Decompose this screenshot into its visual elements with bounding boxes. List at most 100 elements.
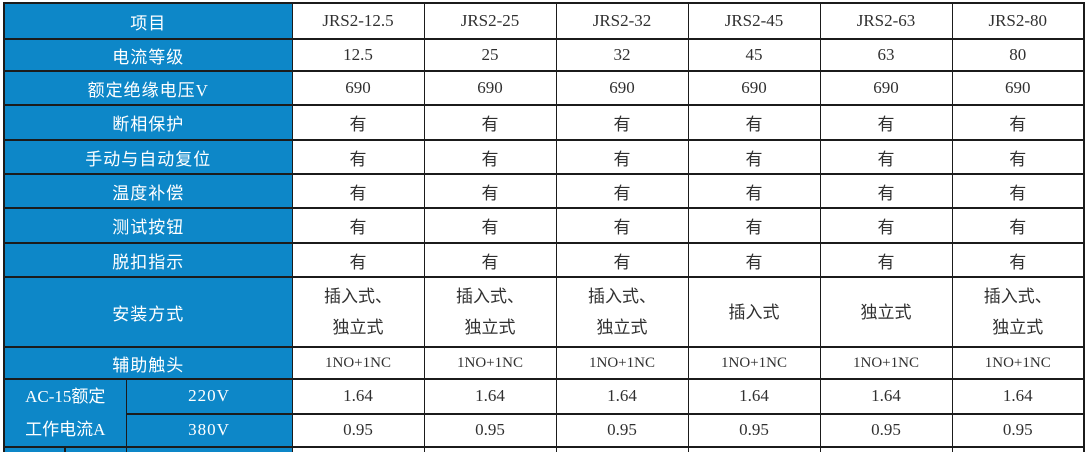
value-cell: 25 — [423, 38, 557, 72]
partial-cell — [819, 446, 953, 452]
col-header-jrs2-12-5: JRS2-12.5 — [291, 2, 425, 40]
value-cell: 有 — [423, 242, 557, 278]
value-cell: 690 — [423, 70, 557, 106]
value-cell: 插入式、 独立式 — [951, 276, 1085, 348]
value-cell: 63 — [819, 38, 953, 72]
value-cell: 插入式、 独立式 — [291, 276, 425, 348]
value-cell: 80 — [951, 38, 1085, 72]
row-manual-auto-reset: 手动与自动复位 有 有 有 有 有 有 — [3, 139, 1085, 175]
header-row: 项目 JRS2-12.5 JRS2-25 JRS2-32 JRS2-45 JRS… — [3, 2, 1085, 40]
value-cell: 有 — [291, 104, 425, 141]
value-cell: 有 — [951, 173, 1085, 209]
value-cell: 690 — [819, 70, 953, 106]
value-cell: 32 — [555, 38, 689, 72]
value-cell: 有 — [687, 242, 821, 278]
value-cell: 1NO+1NC — [687, 346, 821, 380]
row-label-mounting-type: 安装方式 — [3, 276, 293, 348]
value-cell: 1.64 — [555, 378, 689, 415]
row-label-trip-indicator: 脱扣指示 — [3, 242, 293, 278]
partial-cell — [951, 446, 1085, 452]
value-cell: 有 — [687, 207, 821, 244]
row-temperature-compensation: 温度补偿 有 有 有 有 有 有 — [3, 173, 1085, 209]
value-cell: 有 — [555, 173, 689, 209]
col-header-jrs2-25: JRS2-25 — [423, 2, 557, 40]
row-ac15-220v: AC-15额定 工作电流A 220V 1.64 1.64 1.64 1.64 1… — [3, 378, 1085, 448]
value-cell: 有 — [687, 173, 821, 209]
row-label-manual-auto-reset: 手动与自动复位 — [3, 139, 293, 175]
row-label-phase-failure-protection: 断相保护 — [3, 104, 293, 141]
value-cell: 1NO+1NC — [423, 346, 557, 380]
value-cell: 插入式、 独立式 — [423, 276, 557, 348]
value-cell: 有 — [423, 104, 557, 141]
value-cell: 有 — [555, 104, 689, 141]
partial-cell — [423, 446, 557, 452]
value-cell: 有 — [687, 139, 821, 175]
value-cell: 有 — [819, 104, 953, 141]
value-cell: 1NO+1NC — [819, 346, 953, 380]
row-label-temperature-compensation: 温度补偿 — [3, 173, 293, 209]
partial-cell — [687, 446, 821, 452]
row-cutoff-partial — [3, 446, 1085, 452]
partial-cell — [125, 446, 293, 452]
value-cell: 0.95 — [951, 412, 1085, 448]
value-cell: 12.5 — [291, 38, 425, 72]
value-cell: 690 — [687, 70, 821, 106]
col-header-jrs2-32: JRS2-32 — [555, 2, 689, 40]
col-header-jrs2-63: JRS2-63 — [819, 2, 953, 40]
row-label-ac15-rated-current: AC-15额定 工作电流A — [3, 378, 127, 448]
value-cell: 1.64 — [423, 378, 557, 415]
row-label-rated-insulation-voltage: 额定绝缘电压V — [3, 70, 293, 106]
value-cell: 有 — [423, 139, 557, 175]
value-cell: 有 — [291, 207, 425, 244]
row-rated-insulation-voltage: 额定绝缘电压V 690 690 690 690 690 690 — [3, 70, 1085, 106]
value-cell: 有 — [423, 207, 557, 244]
value-cell: 有 — [555, 139, 689, 175]
value-cell: 有 — [555, 242, 689, 278]
row-ac15-380v: 380V 0.95 0.95 0.95 0.95 0.95 0.95 — [4, 412, 1085, 448]
row-mounting-type: 安装方式 插入式、 独立式 插入式、 独立式 插入式、 独立式 插入式 独立式 … — [3, 276, 1085, 348]
value-cell: 有 — [291, 173, 425, 209]
value-cell: 45 — [687, 38, 821, 72]
row-phase-failure-protection: 断相保护 有 有 有 有 有 有 — [3, 104, 1085, 141]
partial-cell — [291, 446, 425, 452]
value-cell: 有 — [819, 173, 953, 209]
value-cell: 有 — [951, 104, 1085, 141]
value-cell: 有 — [951, 207, 1085, 244]
row-label-auxiliary-contact: 辅助触头 — [3, 346, 293, 380]
row-label-test-button: 测试按钮 — [3, 207, 293, 244]
value-cell: 有 — [291, 242, 425, 278]
value-cell: 有 — [291, 139, 425, 175]
value-cell: 有 — [951, 139, 1085, 175]
sub-label-220v: 220V — [125, 378, 293, 415]
value-cell: 0.95 — [687, 412, 821, 448]
spec-table: 项目 JRS2-12.5 JRS2-25 JRS2-32 JRS2-45 JRS… — [3, 2, 1085, 452]
partial-cell — [555, 446, 689, 452]
value-cell: 0.95 — [819, 412, 953, 448]
value-cell: 有 — [819, 242, 953, 278]
col-header-jrs2-45: JRS2-45 — [687, 2, 821, 40]
header-item-label: 项目 — [3, 2, 293, 40]
value-cell: 1.64 — [951, 378, 1085, 415]
value-cell: 1.64 — [687, 378, 821, 415]
value-cell: 插入式、 独立式 — [555, 276, 689, 348]
row-label-current-class: 电流等级 — [3, 38, 293, 72]
value-cell: 有 — [819, 139, 953, 175]
value-cell: 690 — [555, 70, 689, 106]
row-current-class: 电流等级 12.5 25 32 45 63 80 — [3, 38, 1085, 72]
row-auxiliary-contact: 辅助触头 1NO+1NC 1NO+1NC 1NO+1NC 1NO+1NC 1NO… — [3, 346, 1085, 380]
value-cell: 1.64 — [819, 378, 953, 415]
value-cell: 有 — [951, 242, 1085, 278]
value-cell: 有 — [819, 207, 953, 244]
value-cell: 独立式 — [819, 276, 953, 348]
value-cell: 有 — [423, 173, 557, 209]
col-header-jrs2-80: JRS2-80 — [951, 2, 1085, 40]
sub-label-380v: 380V — [125, 412, 293, 448]
value-cell: 690 — [951, 70, 1085, 106]
value-cell: 0.95 — [555, 412, 689, 448]
value-cell: 1NO+1NC — [951, 346, 1085, 380]
value-cell: 0.95 — [291, 412, 425, 448]
value-cell: 插入式 — [687, 276, 821, 348]
value-cell: 1NO+1NC — [555, 346, 689, 380]
value-cell: 1.64 — [291, 378, 425, 415]
